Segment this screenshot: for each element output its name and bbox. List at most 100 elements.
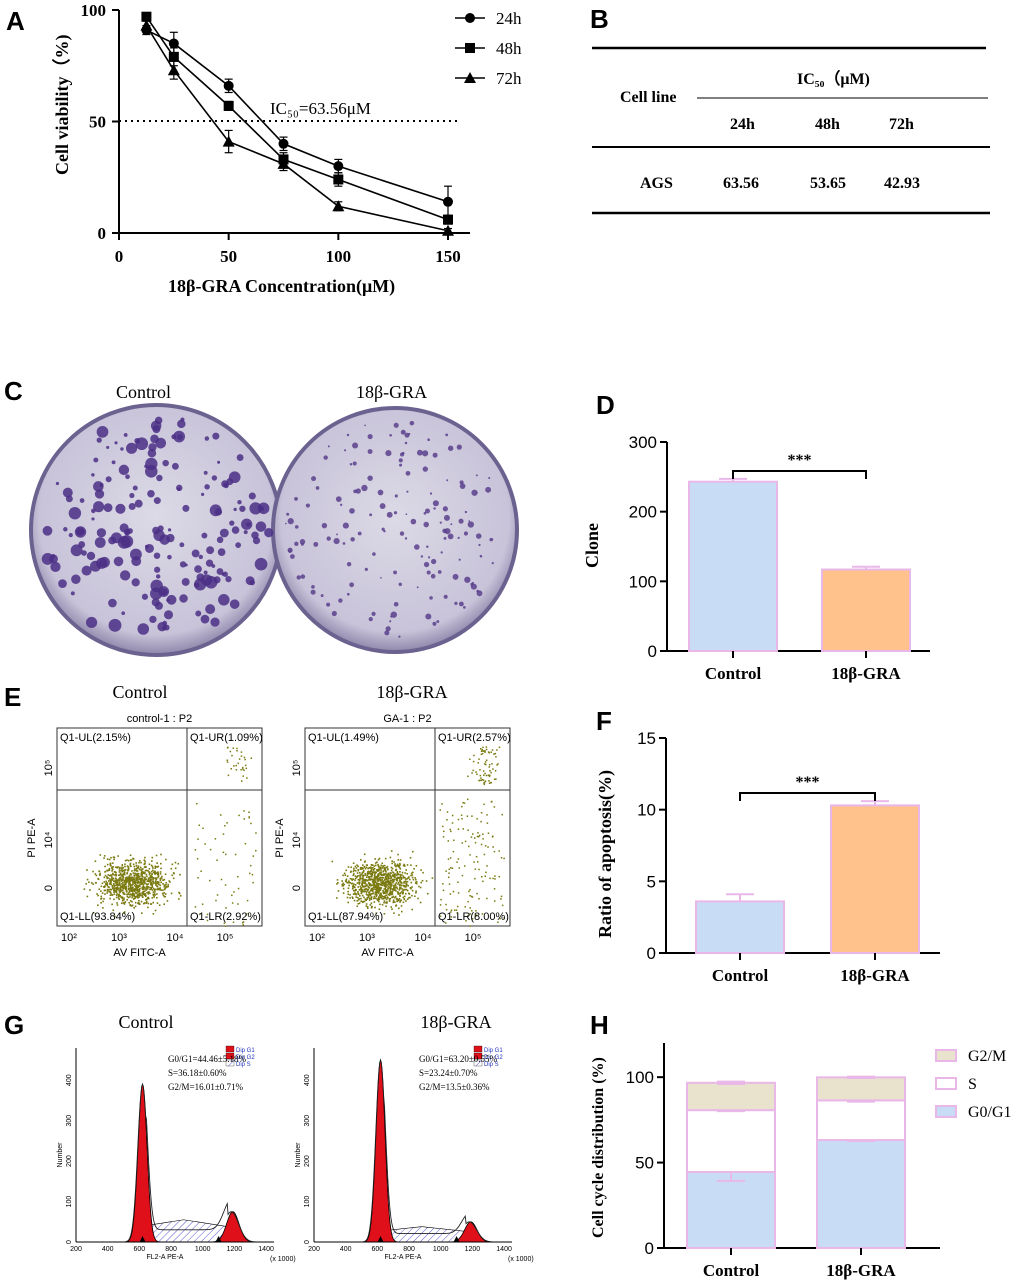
e-dot (383, 912, 386, 915)
e-dot (374, 881, 377, 884)
e-dot (147, 878, 150, 881)
e-dot (194, 906, 197, 908)
e-dot (135, 883, 137, 886)
control-colony (163, 610, 174, 620)
e-dot (384, 890, 387, 892)
e-dot (118, 891, 121, 894)
e-dot (379, 877, 381, 879)
e-dot (137, 888, 139, 891)
e-dot (152, 882, 155, 884)
e-dot (352, 884, 355, 887)
e-dot (356, 875, 359, 878)
e-dot (123, 873, 125, 876)
e-dot (383, 891, 385, 893)
e-dot (164, 873, 167, 876)
e-dot (238, 758, 241, 760)
e-dot (135, 873, 138, 876)
e-dot (402, 889, 405, 892)
e-dot (364, 867, 367, 870)
e-dot (125, 886, 128, 889)
e-dot (133, 868, 136, 870)
e-dot (392, 901, 395, 904)
a-point-24h (443, 196, 453, 207)
control-colony (108, 536, 117, 545)
e-dot (358, 879, 361, 882)
e-dot (98, 870, 101, 873)
e-dot (490, 771, 492, 774)
e-dot (158, 883, 160, 886)
peak-marker (139, 1236, 146, 1242)
e-dot (361, 901, 364, 903)
gra-colony (294, 525, 299, 529)
e-dot (133, 874, 135, 877)
e-dot (116, 866, 118, 869)
e-dot (389, 879, 392, 882)
e-dot (126, 881, 128, 884)
e-dot (405, 881, 408, 884)
e-dot (385, 890, 388, 892)
e-dot (368, 887, 371, 889)
e-dot (399, 875, 402, 878)
e-dot (380, 887, 383, 889)
e-dot (450, 830, 452, 833)
gra-colony (367, 449, 373, 455)
a-point-72h (442, 224, 454, 236)
e-dot (365, 887, 368, 890)
e-dot (116, 879, 119, 882)
e-dot (360, 897, 362, 900)
e-dot (388, 892, 391, 895)
e-dot (152, 871, 155, 874)
e-dot (153, 896, 155, 898)
e-dot (360, 900, 362, 903)
h-ylabel: Cell cycle distribution (%) (590, 1057, 607, 1238)
e-dot (125, 888, 128, 890)
e-dot (108, 883, 111, 885)
gra-colony (432, 621, 437, 626)
e-dot (353, 886, 355, 888)
e-dot (133, 888, 136, 890)
control-colony (89, 560, 101, 572)
control-colony (155, 437, 167, 449)
e-dot (142, 891, 144, 893)
gra-colony (423, 521, 429, 528)
e-dot (453, 839, 455, 842)
gra-colony (443, 594, 448, 599)
d-ytick-label: 0 (648, 642, 657, 661)
e-dot (501, 813, 504, 816)
e-dot (373, 884, 375, 886)
e-dot (376, 883, 379, 886)
d-category-label: 18β-GRA (831, 664, 901, 683)
e-dot (491, 836, 494, 838)
e-dot (357, 865, 359, 868)
e-dot (113, 858, 115, 861)
h-legend-swatch (935, 1105, 957, 1118)
e-dot (384, 883, 387, 885)
e-dot (151, 856, 154, 859)
b-cell-48h: 53.65 (810, 175, 846, 192)
e-dot (346, 875, 349, 877)
control-colony (211, 564, 216, 568)
control-colony (219, 528, 229, 538)
gra-colony (323, 455, 328, 460)
e-dot (152, 901, 155, 904)
control-colony (151, 598, 160, 607)
e-dot (345, 878, 348, 881)
e-dot (354, 879, 356, 882)
e-dot (226, 761, 229, 763)
e-dot (472, 769, 474, 772)
e-dot (376, 882, 378, 884)
gra-colony (333, 537, 340, 545)
e-dot (396, 863, 399, 866)
e-dot (222, 833, 225, 835)
e-dot (130, 884, 133, 886)
e-dot (374, 886, 376, 889)
control-colony (51, 554, 56, 559)
e-dot (123, 911, 126, 913)
e-dot (368, 882, 371, 885)
e-dot (154, 870, 156, 873)
e-dot (373, 895, 376, 898)
